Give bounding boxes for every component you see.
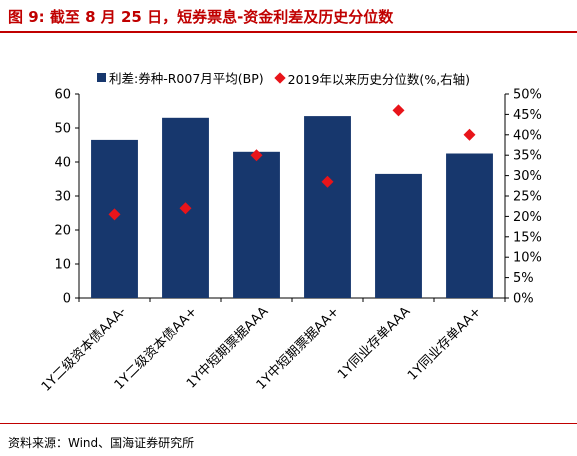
bar: [375, 173, 422, 298]
diamond-marker: [463, 128, 476, 141]
category-label: 1Y同业存单AA+: [405, 304, 484, 383]
y-right-tick-label: 50%: [513, 88, 542, 103]
source-note: 资料来源：Wind、国海证券研究所: [8, 436, 195, 450]
y-right-tick-label: 35%: [513, 149, 542, 164]
diamond-marker: [250, 149, 263, 162]
category-label: 1Y同业存单AAA: [335, 304, 413, 382]
y-right-tick-label: 45%: [513, 108, 542, 123]
legend-label-dot: 2019年以来历史分位数(%,右轴): [287, 71, 471, 87]
y-left-tick-label: 10: [54, 258, 71, 273]
y-left-tick-label: 40: [54, 156, 71, 171]
y-left-tick-label: 30: [54, 190, 71, 205]
y-left-tick-label: 60: [54, 88, 71, 103]
title-divider: [0, 31, 577, 33]
y-right-tick-label: 0%: [513, 292, 534, 307]
y-right-tick-label: 10%: [513, 251, 542, 266]
y-left-tick-label: 0: [63, 292, 71, 307]
diamond-marker: [321, 175, 334, 188]
legend-item-bar: 利差:券种-R007月平均(BP): [97, 68, 264, 87]
diamond-marker: [392, 104, 405, 117]
bar: [446, 153, 493, 298]
diamond-marker: [108, 208, 121, 221]
y-right-tick-label: 20%: [513, 210, 542, 225]
y-right-tick-label: 40%: [513, 128, 542, 143]
source-divider: [0, 423, 577, 424]
diamond-marker: [179, 202, 192, 215]
chart-plot: 0 10 20 30 40 50 60 0% 5% 10% 15% 20% 25% 30% 35% 40% 45…: [39, 88, 542, 395]
y-right-tick-label: 5%: [513, 271, 534, 286]
y-right-tick-label: 25%: [513, 190, 542, 205]
y-left-tick-label: 50: [54, 122, 71, 137]
y-right-tick-label: 15%: [513, 230, 542, 245]
y-left-tick-label: 20: [54, 224, 71, 239]
legend-item-dot: 2019年以来历史分位数(%,右轴): [273, 69, 471, 88]
bar: [304, 116, 351, 298]
figure-title: 图 9: 截至 8 月 25 日，短券票息-资金利差及历史分位数: [8, 8, 394, 26]
chart-legend: 利差:券种-R007月平均(BP) 2019年以来历史分位数(%,右轴): [97, 68, 478, 88]
y-right-tick-label: 30%: [513, 169, 542, 184]
legend-label-bar: 利差:券种-R007月平均(BP): [109, 71, 264, 86]
legend-bar-swatch: [97, 73, 106, 82]
bar: [233, 151, 280, 298]
figure-header: 图 9: 截至 8 月 25 日，短券票息-资金利差及历史分位数: [0, 0, 577, 33]
